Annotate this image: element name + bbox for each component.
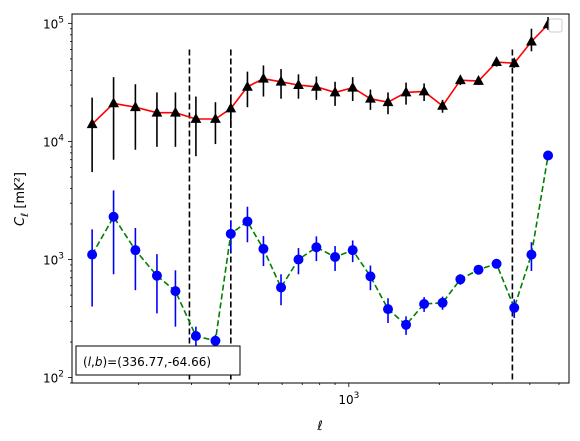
- data-point: [293, 254, 304, 265]
- data-point: [242, 216, 253, 227]
- series-line: [91, 155, 549, 342]
- data-point: [473, 74, 484, 85]
- data-point: [170, 106, 181, 117]
- data-point: [526, 249, 537, 260]
- annotation-box: (l,b)=(336.77,-64.66): [75, 345, 241, 376]
- y-tick-label: 105: [43, 15, 64, 31]
- data-point: [400, 86, 412, 97]
- data-point: [509, 302, 520, 313]
- data-point: [87, 249, 98, 260]
- data-point: [526, 35, 537, 46]
- y-tick-label: 104: [43, 133, 64, 149]
- series-0: [86, 17, 554, 173]
- data-point: [276, 282, 287, 293]
- data-point: [293, 79, 304, 89]
- data-point: [170, 286, 181, 297]
- plot-area: [86, 17, 554, 383]
- data-point: [330, 252, 341, 263]
- y-tick-label: 102: [43, 370, 64, 386]
- data-point: [365, 271, 376, 282]
- data-point: [437, 99, 448, 110]
- axis-ticks: 102 103 104 105 103: [43, 15, 560, 407]
- data-point: [401, 319, 412, 330]
- data-point: [190, 112, 202, 123]
- data-point: [190, 331, 201, 342]
- plot-frame: [71, 13, 570, 384]
- data-point: [329, 86, 341, 97]
- series-1: [87, 150, 554, 348]
- data-point: [347, 245, 358, 256]
- x-tick-label: 103: [338, 391, 359, 407]
- data-point: [151, 270, 162, 281]
- data-point: [210, 335, 221, 346]
- data-point: [108, 211, 119, 222]
- data-point: [210, 112, 221, 123]
- data-point: [419, 299, 430, 310]
- data-point: [275, 75, 287, 86]
- y-axis-label: Cℓ [mK²]: [13, 172, 31, 226]
- data-point: [311, 242, 322, 253]
- data-point: [225, 228, 236, 239]
- data-point: [130, 245, 141, 256]
- legend-box: [548, 18, 563, 33]
- data-point: [347, 81, 359, 92]
- data-point: [418, 85, 430, 96]
- data-point: [86, 118, 98, 129]
- data-point: [382, 96, 394, 107]
- x-axis-label: ℓ: [316, 419, 322, 434]
- data-point: [129, 101, 141, 112]
- annotation-text: (l,b)=(336.77,-64.66): [83, 355, 211, 369]
- data-point: [258, 243, 269, 254]
- data-point: [310, 80, 322, 91]
- data-point: [473, 264, 484, 275]
- data-point: [454, 74, 466, 85]
- data-point: [258, 72, 269, 83]
- plot-content: [86, 17, 554, 383]
- data-point: [383, 304, 394, 315]
- data-point: [242, 80, 253, 91]
- data-point: [455, 274, 466, 285]
- data-point: [108, 97, 119, 108]
- data-point: [508, 57, 520, 68]
- y-tick-label: 103: [43, 252, 64, 268]
- data-point: [543, 150, 554, 161]
- data-point: [151, 106, 163, 117]
- data-point: [491, 56, 502, 66]
- data-point: [491, 258, 502, 269]
- data-point: [225, 102, 237, 113]
- data-point: [437, 297, 448, 308]
- data-point: [365, 92, 376, 103]
